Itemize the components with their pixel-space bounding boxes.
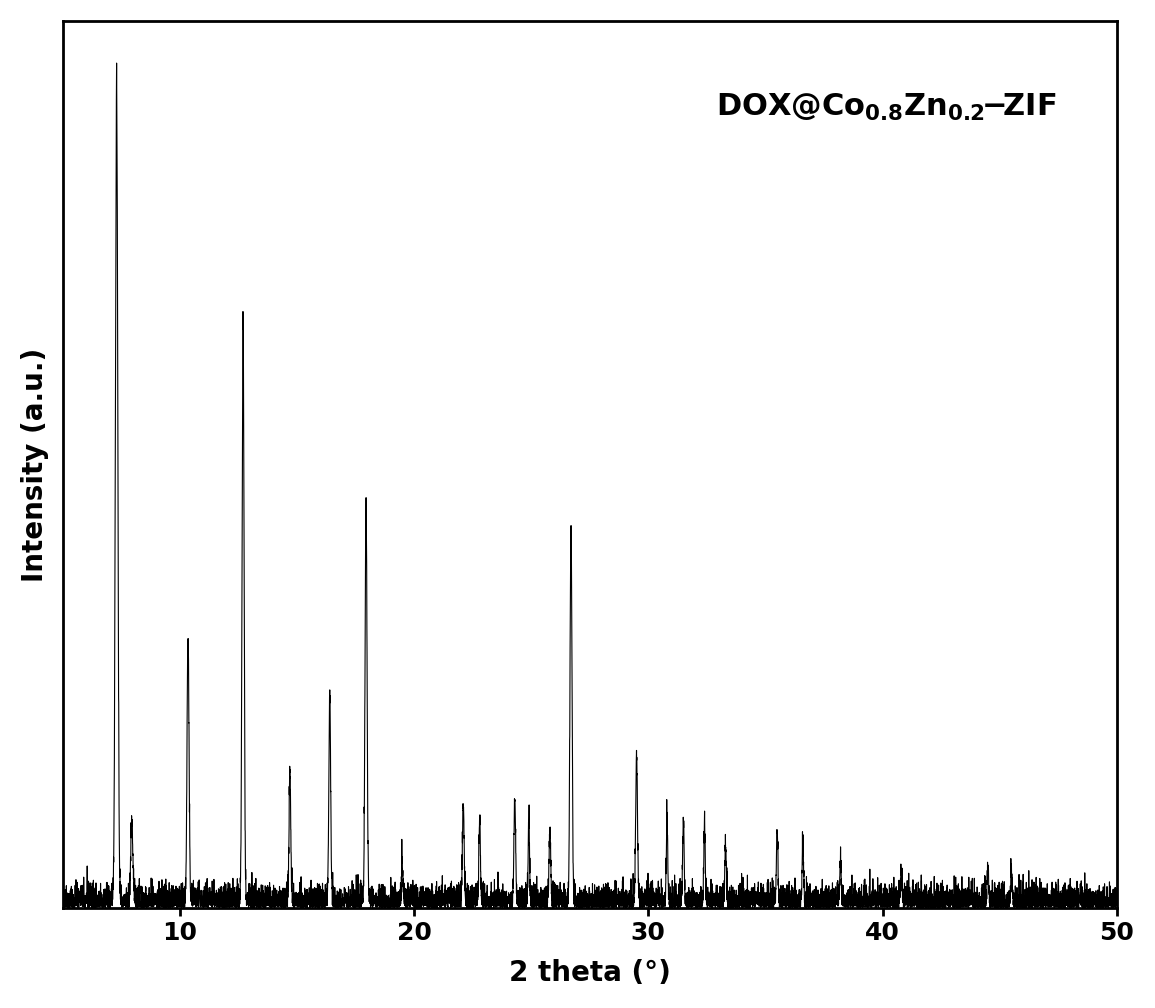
Y-axis label: Intensity (a.u.): Intensity (a.u.): [21, 348, 49, 582]
Text: $\mathbf{DOX@Co_{0.8}Zn_{0.2}\!\!-\!\!ZIF}$: $\mathbf{DOX@Co_{0.8}Zn_{0.2}\!\!-\!\!ZI…: [716, 92, 1057, 123]
X-axis label: 2 theta (°): 2 theta (°): [509, 960, 671, 987]
